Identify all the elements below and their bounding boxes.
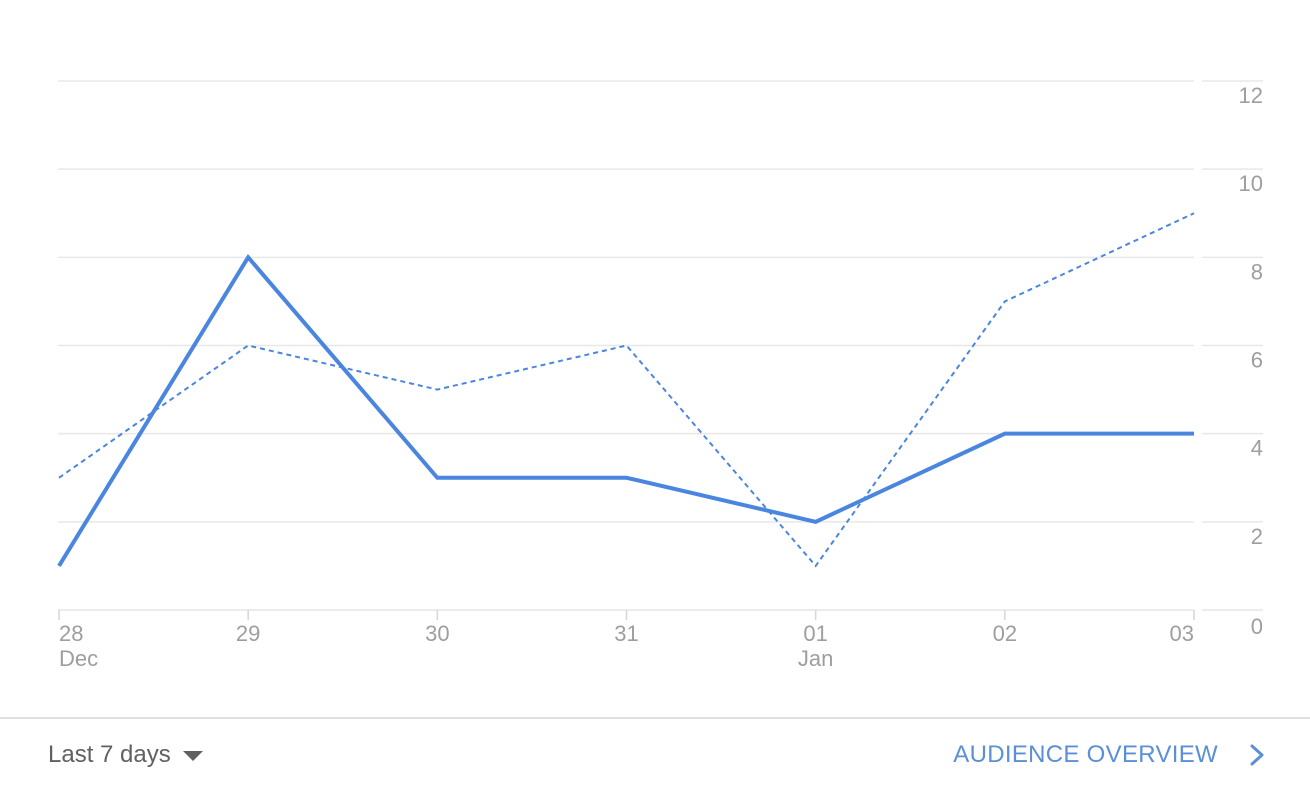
x-tick-label-2: 30: [425, 621, 449, 646]
date-range-dropdown[interactable]: Last 7 days: [48, 741, 203, 769]
y-tick-label-4: 4: [1251, 436, 1263, 461]
audience-chart: 0 2 4 6 8 10 12 28 Dec 29 30 31 01 Jan 02 03: [57, 80, 1263, 671]
audience-overview-link[interactable]: AUDIENCE OVERVIEW: [953, 741, 1266, 769]
y-tick-label-2: 2: [1251, 524, 1263, 549]
x-tick-label-1: 29: [236, 621, 260, 646]
x-tick-sublabel-4: Jan: [798, 646, 833, 671]
y-tick-label-6: 6: [1251, 348, 1263, 373]
x-tick-label-6: 03: [1170, 621, 1194, 646]
x-tick-label-4: 01: [803, 621, 827, 646]
x-tick-sublabel-0: Dec: [59, 646, 98, 671]
caret-down-icon: [182, 751, 203, 761]
y-tick-label-12: 12: [1239, 83, 1263, 108]
x-tick-label-5: 02: [993, 621, 1017, 646]
x-tick-label-0: 28: [59, 621, 83, 646]
y-tick-label-10: 10: [1239, 171, 1263, 196]
series-line-dashed: [58, 212, 1195, 568]
chevron-right-icon: [1250, 744, 1264, 766]
y-tick-label-8: 8: [1251, 259, 1263, 284]
y-tick-label-0: 0: [1251, 614, 1263, 639]
x-tick-label-3: 31: [614, 621, 638, 646]
audience-overview-label: AUDIENCE OVERVIEW: [953, 741, 1218, 768]
card-footer: Last 7 days AUDIENCE OVERVIEW: [0, 717, 1310, 796]
series-line-solid: [57, 253, 1194, 567]
date-range-label: Last 7 days: [48, 741, 171, 768]
